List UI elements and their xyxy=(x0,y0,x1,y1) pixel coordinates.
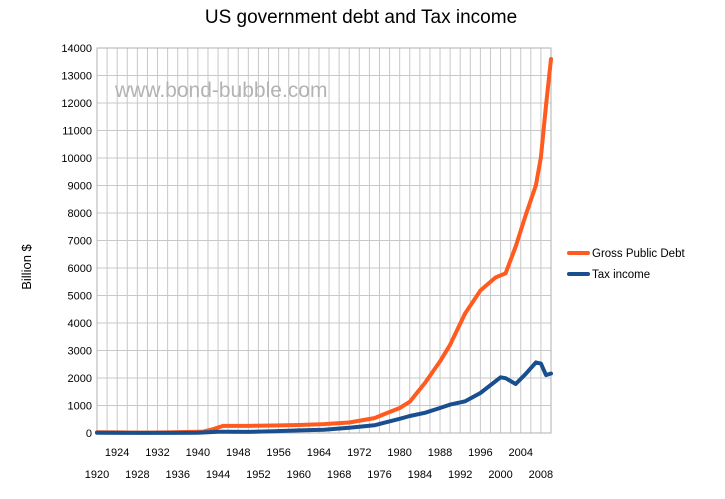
x-tick-label: 1944 xyxy=(206,469,230,481)
x-tick-label: 1968 xyxy=(327,469,351,481)
series-lines xyxy=(95,57,553,435)
x-tick-label: 1928 xyxy=(125,469,149,481)
y-tick-label: 12000 xyxy=(61,98,92,110)
gridlines xyxy=(96,47,552,434)
y-tick-label: 8000 xyxy=(68,208,92,220)
x-axis-ticks: 1924 1932 1940 1948 1956 1964 1972 1980 1988 1996… xyxy=(85,447,553,481)
plot-frame xyxy=(96,47,552,434)
x-tick-label: 2004 xyxy=(508,447,532,459)
y-tick-label: 2000 xyxy=(68,373,92,385)
x-tick-label: 1984 xyxy=(408,469,432,481)
x-tick-label: 1936 xyxy=(165,469,189,481)
x-tick-label: 1992 xyxy=(448,469,472,481)
y-tick-label: 7000 xyxy=(68,236,92,248)
watermark-text: www.bond-bubble.com xyxy=(114,79,327,102)
y-tick-label: 6000 xyxy=(68,263,92,275)
x-tick-label: 1964 xyxy=(307,447,331,459)
x-tick-label: 1948 xyxy=(226,447,250,459)
y-tick-label: 5000 xyxy=(68,291,92,303)
series-line-gross-public-debt xyxy=(95,57,553,435)
legend-label: Tax income xyxy=(592,269,650,281)
chart-title: US government debt and Tax income xyxy=(205,7,517,28)
x-tick-label: 1924 xyxy=(105,447,129,459)
y-axis-label: Billion $ xyxy=(19,243,34,289)
x-tick-label: 1980 xyxy=(387,447,411,459)
y-tick-label: 10000 xyxy=(61,153,92,165)
y-tick-label: 9000 xyxy=(68,181,92,193)
x-tick-label: 1940 xyxy=(186,447,210,459)
x-tick-label: 1988 xyxy=(428,447,452,459)
y-tick-label: 1000 xyxy=(68,401,92,413)
y-tick-label: 0 xyxy=(86,428,92,440)
x-tick-label: 2008 xyxy=(529,469,553,481)
y-tick-label: 11000 xyxy=(62,126,92,138)
series-line-tax-income xyxy=(95,360,553,435)
y-axis-ticks: 0 1000 2000 3000 4000 5000 6000 7000 8000 9000 100… xyxy=(61,43,92,440)
y-tick-label: 3000 xyxy=(68,346,92,358)
x-tick-label: 1952 xyxy=(246,469,270,481)
x-tick-label: 1972 xyxy=(347,447,371,459)
x-tick-label: 1960 xyxy=(287,469,311,481)
legend-label: Gross Public Debt xyxy=(592,248,685,260)
x-tick-label: 1920 xyxy=(85,469,109,481)
x-tick-label: 2000 xyxy=(488,469,512,481)
x-tick-label: 1976 xyxy=(367,469,391,481)
y-tick-label: 4000 xyxy=(68,318,92,330)
x-tick-label: 1996 xyxy=(468,447,492,459)
legend: Gross Public Debt Tax income xyxy=(567,248,685,281)
x-tick-label: 1956 xyxy=(266,447,290,459)
x-tick-label: 1932 xyxy=(145,447,169,459)
y-tick-label: 14000 xyxy=(61,43,92,55)
y-tick-label: 13000 xyxy=(61,71,92,83)
